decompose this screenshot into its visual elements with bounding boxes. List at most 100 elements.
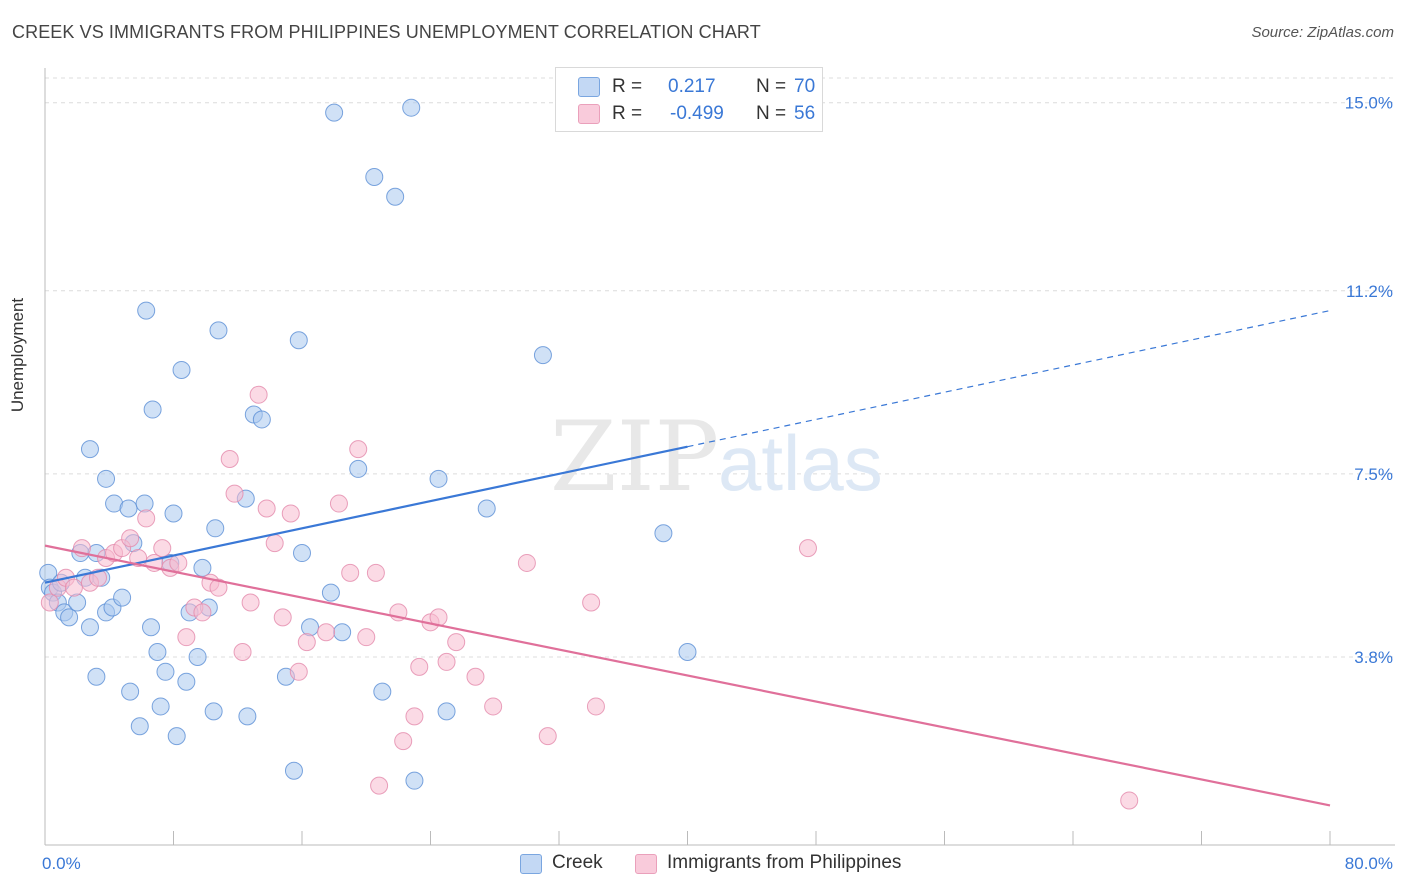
legend-r-label: R = [612,76,643,97]
philippines-point [366,563,385,582]
data-points [39,98,1139,810]
philippines-point [220,450,239,469]
creek-point [402,98,421,117]
trend-lines [44,309,1331,807]
y-tick-label: 3.8% [1354,648,1393,667]
axes [44,68,1395,846]
philippines-point [437,652,456,671]
philippines-point [177,628,196,647]
creek-point [113,588,132,607]
creek-point [188,647,207,666]
philippines-point [225,484,244,503]
philippines-point [209,578,228,597]
legend-n-value: 70 [794,76,816,97]
tick-labels: 3.8% 7.5% 11.2% 15.0% 0.0% 80.0% [42,94,1393,873]
creek-point [293,544,311,563]
philippines-point [193,603,212,622]
legend-n-label: N = [756,103,787,124]
creek-point [373,682,392,701]
source-label: Source: ZipAtlas.com [1251,24,1394,41]
chart-title: CREEK VS IMMIGRANTS FROM PHILIPPINES UNE… [12,22,761,42]
philippines-point [265,534,284,553]
series-legend: Creek Immigrants from Philippines [0,852,1406,878]
creek-point [97,469,116,488]
legend-n-label: N = [756,76,787,97]
creek-point [238,707,257,726]
creek-point [289,331,308,350]
philippines-point [64,578,83,597]
philippines-point [317,623,336,642]
creek-point [151,697,170,716]
creek-swatch [578,77,600,97]
creek-point [252,410,271,429]
philippines-point [357,628,376,647]
x-tick-label: 0.0% [42,854,81,873]
creek-point [477,499,496,518]
legend-r-value: 0.217 [668,76,716,97]
philippines-point [297,633,316,652]
creek-point [206,519,225,538]
philippines-point [329,494,348,513]
creek-point [654,524,673,543]
creek-point [533,346,552,365]
philippines-point [289,662,308,681]
philippines-swatch [635,854,657,874]
philippines-point [410,657,429,676]
creek-point [80,440,99,459]
creek-point [137,301,156,320]
creek-point [119,499,138,518]
philippines-point [281,504,300,523]
legend-n-value: 56 [794,103,816,124]
philippines-point [798,539,817,558]
creek-point [177,672,196,691]
legend-r-label: R = [612,103,643,124]
philippines-point [517,553,536,572]
creek-point [167,727,186,746]
philippines-point [153,539,172,558]
philippines-point [1120,791,1139,810]
creek-point [365,167,384,186]
philippines-point [538,727,557,746]
philippines-point [394,732,413,751]
philippines-point [241,593,260,612]
y-axis-label: Unemployment [8,297,27,413]
creek-point [193,558,212,577]
philippines-point [484,697,503,716]
philippines-point [121,529,140,548]
philippines-point [273,608,292,627]
creek-point [284,761,303,780]
creek-point [204,702,223,721]
philippines-point [447,633,466,652]
philippines-point [582,593,601,612]
philippines-point [233,643,252,662]
creek-point [405,771,424,790]
creek-point [678,643,697,662]
philippines-point [349,440,368,459]
creek-point [386,187,405,206]
x-tick-label: 80.0% [1345,854,1393,873]
philippines-point [249,385,268,404]
grid-lines [45,77,1395,658]
creek-point [135,494,154,513]
philippines-point [169,553,188,572]
creek-point [325,103,344,122]
philippines-point [370,776,389,795]
y-tick-label: 11.2% [1346,282,1393,301]
creek-point [68,593,87,612]
legend-label-philippines: Immigrants from Philippines [667,852,902,873]
creek-point [333,623,352,642]
y-tick-label: 15.0% [1345,94,1393,113]
creek-point [437,702,456,721]
correlation-legend: R = 0.217 N = 70 R = -0.499 N = 56 [555,67,823,132]
philippines-point [586,697,605,716]
creek-point [349,459,368,478]
creek-point [301,618,320,637]
philippines-point [405,707,424,726]
philippines-point [341,563,360,582]
philippines-point [257,499,276,518]
creek-point [121,682,140,701]
philippines-trend-line [44,544,1331,807]
creek-point [156,662,175,681]
creek-point [429,469,448,488]
